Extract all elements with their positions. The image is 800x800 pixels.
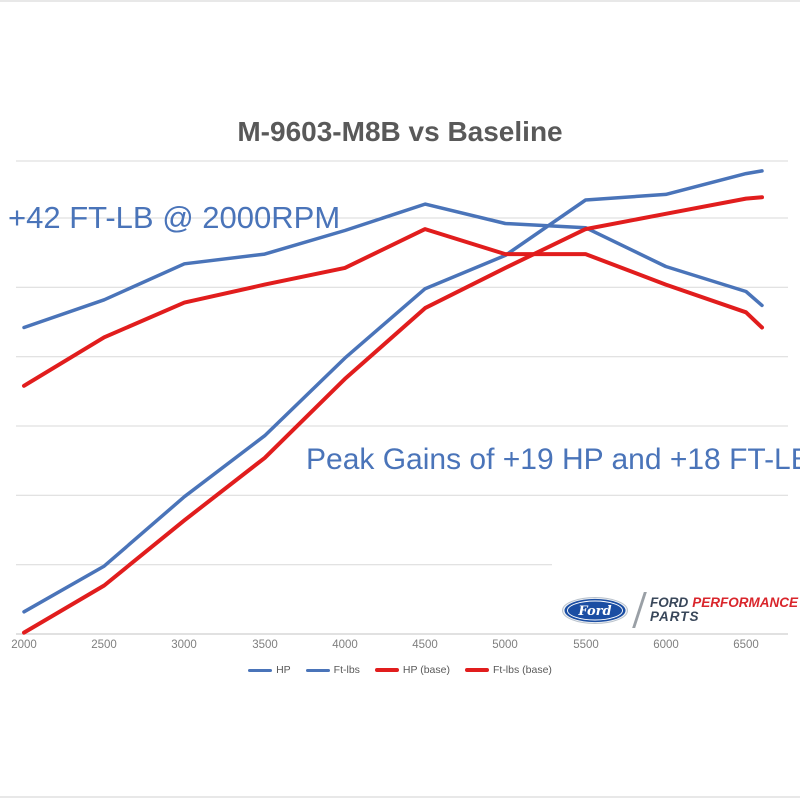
ford-script-text: Ford: [577, 604, 611, 619]
x-tick-5500: 5500: [573, 639, 599, 651]
x-tick-2500: 2500: [91, 639, 117, 651]
wordmark-ford: FORD: [650, 595, 689, 610]
curve-hp-base: [22, 195, 764, 635]
legend-line-swatch-red: [374, 668, 399, 672]
chart-title: M-9603-M8B vs Baseline: [237, 116, 563, 147]
legend-label: HP (base): [402, 664, 450, 676]
x-tick-6000: 6000: [653, 639, 679, 651]
x-tick-6500: 6500: [733, 639, 759, 651]
legend-line-swatch-blue: [305, 668, 330, 672]
annotation-peak-gains: Peak Gains of +19 HP and +18 FT-LB: [306, 443, 800, 476]
x-tick-3000: 3000: [171, 639, 197, 651]
bottom-border-line: [0, 796, 800, 798]
x-tick-3500: 3500: [252, 639, 278, 651]
curve-ft-lbs-base: [22, 227, 764, 388]
x-tick-4500: 4500: [412, 639, 438, 651]
x-tick-2000: 2000: [11, 639, 37, 651]
legend-label: Ft-lbs (base): [492, 664, 552, 676]
logo-slash-divider: [632, 592, 647, 628]
legend-item-ftlbs: Ft-lbs: [305, 664, 360, 676]
ford-performance-parts-logo: Ford FORD PERFORMANCE PARTS: [552, 552, 800, 632]
legend-label: HP: [276, 664, 291, 676]
ford-oval-icon: Ford: [562, 596, 628, 624]
chart-legend: HP Ft-lbs HP (base) Ft-lbs (base): [0, 664, 800, 676]
curve-hp: [22, 169, 764, 614]
x-tick-5000: 5000: [492, 639, 518, 651]
annotation-low-end-gain: +42 FT-LB @ 2000RPM: [8, 200, 341, 235]
curve-ft-lbs: [22, 202, 764, 330]
x-tick-4000: 4000: [332, 639, 358, 651]
wordmark-performance: PERFORMANCE: [692, 595, 799, 610]
ford-performance-wordmark: FORD PERFORMANCE PARTS: [650, 596, 798, 624]
legend-line-swatch-blue: [248, 668, 273, 672]
wordmark-parts: PARTS: [650, 609, 700, 624]
top-border-line: [0, 0, 800, 2]
legend-item-hp: HP: [248, 664, 291, 676]
legend-label: Ft-lbs: [333, 664, 360, 676]
legend-item-hp-base: HP (base): [374, 664, 450, 676]
legend-line-swatch-red: [464, 668, 489, 672]
legend-item-ftlbs-base: Ft-lbs (base): [464, 664, 552, 676]
